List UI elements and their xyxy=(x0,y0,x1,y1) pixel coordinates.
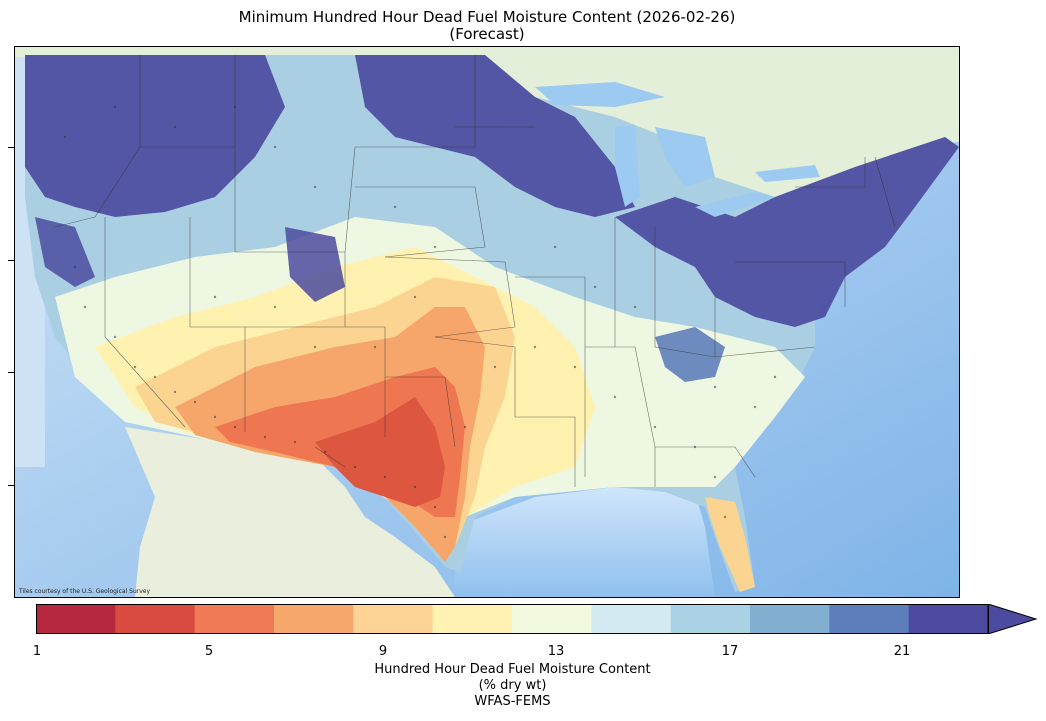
station-markers xyxy=(63,105,777,539)
colorbar-segment xyxy=(670,604,751,634)
state-boundaries xyxy=(54,55,896,487)
moisture-zone-upper-midwest xyxy=(355,55,635,217)
moisture-zone-3-5 xyxy=(315,397,445,507)
colorbar xyxy=(36,604,1038,634)
lake-michigan xyxy=(615,125,640,207)
colorbar-tick-21: 21 xyxy=(893,644,911,659)
lake-ontario xyxy=(755,165,820,182)
colorbar-segment xyxy=(512,604,592,634)
title-line-2: (Forecast) xyxy=(449,25,525,43)
colorbar-segment xyxy=(829,604,910,634)
moisture-zone-rockies xyxy=(285,227,345,302)
mexico-land xyxy=(125,427,455,597)
colorbar-tick-5: 5 xyxy=(204,644,214,659)
moisture-zone-appalachia xyxy=(655,327,725,382)
lake-huron xyxy=(655,127,715,187)
colorbar-label: Hundred Hour Dead Fuel Moisture Content … xyxy=(0,662,1025,710)
title-line-1: Minimum Hundred Hour Dead Fuel Moisture … xyxy=(238,8,736,26)
y-tick xyxy=(8,372,14,373)
colorbar-segment xyxy=(908,604,989,634)
moisture-zone-northwest xyxy=(25,55,285,217)
lake-erie xyxy=(695,192,775,217)
colorbar-tick-9: 9 xyxy=(378,644,388,659)
colorbar-segment xyxy=(353,604,434,634)
colorbar-segment xyxy=(432,604,513,634)
colorbar-segment xyxy=(115,604,196,634)
colorbar-tick-17: 17 xyxy=(721,644,739,659)
colorbar-segment xyxy=(750,604,830,634)
lake-superior xyxy=(535,82,665,107)
y-tick xyxy=(8,147,14,148)
canada-land xyxy=(15,47,959,222)
fuel-moisture-map xyxy=(15,47,959,597)
moisture-zone-northeast xyxy=(615,137,959,327)
florida-moisture xyxy=(705,497,755,592)
colorbar-segment xyxy=(194,604,275,634)
map-panel[interactable]: Tiles courtesy of the U.S. Geological Su… xyxy=(14,46,960,598)
colorbar-label-line-3: WFAS-FEMS xyxy=(474,694,551,709)
colorbar-segment xyxy=(591,604,672,634)
y-tick xyxy=(8,260,14,261)
y-tick xyxy=(8,485,14,486)
colorbar-segment xyxy=(274,604,354,634)
chart-title: Minimum Hundred Hour Dead Fuel Moisture … xyxy=(0,9,974,43)
moisture-zone-cascades xyxy=(35,217,95,287)
colorbar-extend-max xyxy=(988,604,1036,634)
colorbar-tick-1: 1 xyxy=(32,644,42,659)
colorbar-segment xyxy=(36,604,116,634)
colorbar-tick-13: 13 xyxy=(547,644,565,659)
colorbar-label-line-2: (% dry wt) xyxy=(478,678,547,693)
colorbar-tick-labels: 1 5 9 13 17 21 xyxy=(0,644,1046,664)
map-attribution: Tiles courtesy of the U.S. Geological Su… xyxy=(19,588,151,595)
colorbar-label-line-1: Hundred Hour Dead Fuel Moisture Content xyxy=(374,662,651,677)
gulf-of-mexico xyxy=(455,487,715,597)
